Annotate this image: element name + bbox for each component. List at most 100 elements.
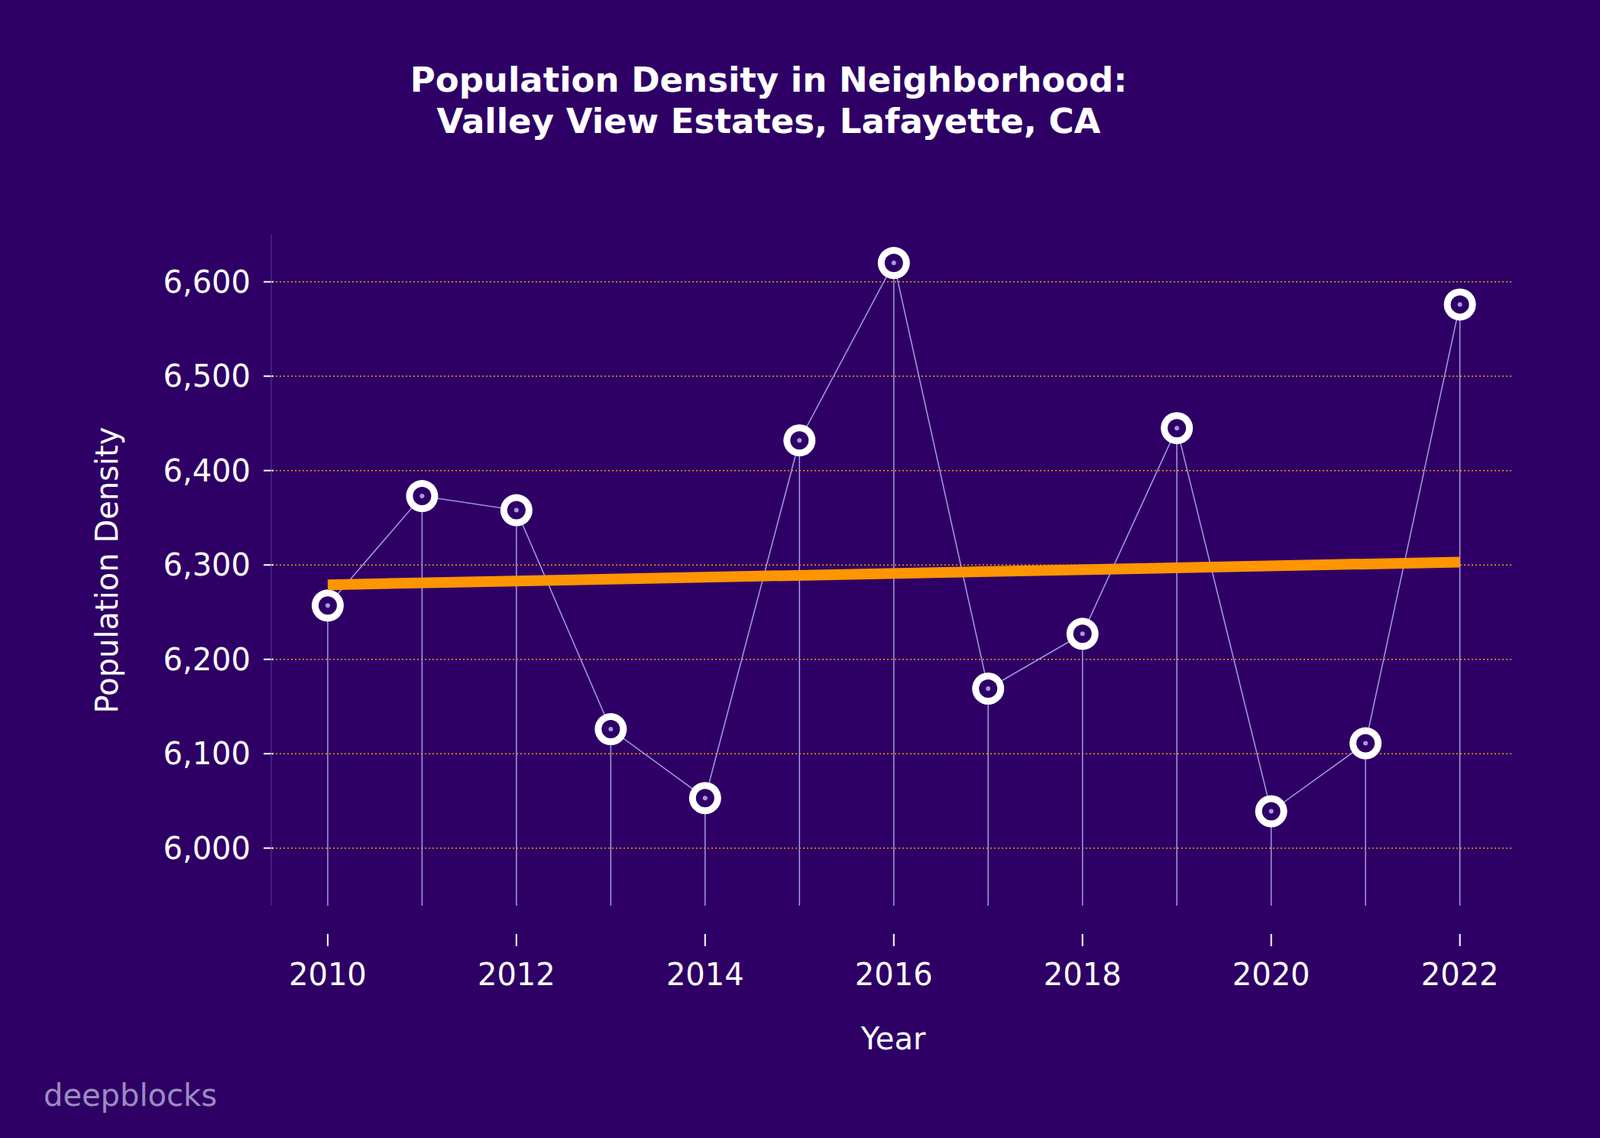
y-tick <box>263 281 274 283</box>
marker-center <box>608 726 613 732</box>
x-tick-label: 2022 <box>1421 956 1500 992</box>
marker-ring <box>1160 411 1193 444</box>
plot-area <box>311 246 1477 906</box>
marker <box>594 712 627 745</box>
x-tick-label: 2016 <box>855 956 933 992</box>
marker <box>1160 411 1193 444</box>
marker-center <box>514 508 519 513</box>
y-tick-label: 6,500 <box>162 358 251 394</box>
x-tick-label: 2018 <box>1043 956 1122 992</box>
marker-ring <box>311 589 344 622</box>
marker-hole <box>412 486 431 506</box>
x-tick-label: 2010 <box>288 956 367 992</box>
y-tick <box>263 563 274 566</box>
stem <box>327 605 329 906</box>
marker-ring <box>1066 617 1099 650</box>
stem <box>515 510 518 906</box>
marker-ring <box>877 246 911 279</box>
marker <box>971 672 1005 705</box>
marker-hole <box>1451 294 1470 314</box>
marker-center <box>1080 631 1086 636</box>
marker <box>689 781 722 814</box>
stem <box>1081 633 1084 906</box>
x-tick <box>1081 933 1084 946</box>
x-tick <box>327 933 329 946</box>
y-tick-label: 6,600 <box>162 264 251 300</box>
series-line <box>327 262 1461 811</box>
x-tick-label: 2014 <box>666 956 745 992</box>
x-tick-label: 2020 <box>1232 956 1311 992</box>
marker <box>1066 617 1099 650</box>
grid-line <box>275 469 1514 472</box>
y-tick <box>263 375 274 377</box>
x-tick <box>1270 933 1273 946</box>
marker <box>783 424 816 457</box>
y-tick-label: 6,200 <box>162 641 251 677</box>
marker-hole <box>318 595 337 615</box>
marker-center <box>796 437 802 443</box>
y-tick-label: 6,000 <box>162 830 251 866</box>
stem <box>610 728 613 906</box>
y-tick-label: 6,400 <box>162 453 251 489</box>
x-tick <box>704 933 707 946</box>
x-tick <box>1459 933 1461 946</box>
y-tick <box>263 752 274 755</box>
marker-ring <box>1255 795 1288 828</box>
y-axis-label: Population Density <box>89 427 125 714</box>
marker-ring <box>689 781 722 814</box>
marker-center <box>1457 301 1463 307</box>
marker-ring <box>1444 288 1477 321</box>
chart: Population Density in Neighborhood:Valle… <box>0 0 1600 1138</box>
y-tick <box>263 847 274 849</box>
marker-hole <box>1073 624 1092 643</box>
grid-line <box>275 658 1514 661</box>
marker <box>500 494 533 527</box>
marker-hole <box>601 719 620 739</box>
marker <box>1255 795 1288 828</box>
y-tick-label: 6,100 <box>162 735 251 771</box>
title-line: Valley View Estates, Lafayette, CA <box>437 100 1102 142</box>
marker-center <box>985 686 991 691</box>
marker-hole <box>790 430 809 450</box>
marker-center <box>1174 425 1179 431</box>
grid-line <box>275 375 1514 377</box>
marker-center <box>891 260 897 266</box>
marker-hole <box>884 253 904 273</box>
marker-center <box>419 493 425 499</box>
marker-hole <box>978 679 998 698</box>
marker-ring <box>971 672 1005 705</box>
grid-line <box>275 281 1514 283</box>
title: Population Density in Neighborhood:Valle… <box>410 59 1128 142</box>
stem <box>893 262 895 906</box>
marker-ring <box>405 479 438 512</box>
marker-ring <box>594 712 627 745</box>
stem <box>799 440 801 906</box>
x-tick <box>515 933 518 946</box>
marker-center <box>1269 809 1274 814</box>
marker-center <box>1363 741 1368 746</box>
marker-ring <box>783 424 816 457</box>
stem <box>421 495 424 906</box>
marker-hole <box>1167 418 1186 438</box>
stem <box>704 797 707 906</box>
x-tick <box>893 933 895 946</box>
marker-center <box>702 795 708 800</box>
stem <box>1364 743 1367 906</box>
grid-line <box>275 752 1514 755</box>
watermark: deepblocks <box>43 1077 218 1113</box>
marker-ring <box>1349 727 1382 760</box>
background <box>0 0 1600 1138</box>
y-axis-line <box>271 234 273 906</box>
stem <box>1459 304 1461 906</box>
trend-line <box>327 562 1461 586</box>
marker <box>405 479 438 512</box>
grid-line <box>275 847 1514 849</box>
marker-hole <box>1356 734 1375 753</box>
y-tick-label: 6,300 <box>162 547 251 583</box>
marker-ring <box>500 494 533 527</box>
y-tick <box>263 658 274 661</box>
y-tick <box>263 469 274 472</box>
x-tick-label: 2012 <box>477 956 556 992</box>
marker <box>311 589 344 622</box>
x-axis-label: Year <box>860 1020 927 1056</box>
